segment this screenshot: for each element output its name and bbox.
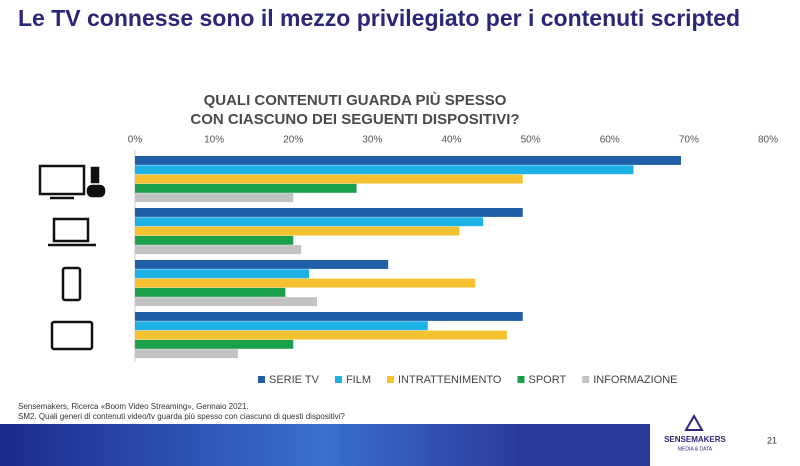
- logo-mark: [684, 413, 704, 431]
- stick-icon: [90, 166, 100, 184]
- legend-swatch: [517, 376, 525, 383]
- slide-title: Le TV connesse sono il mezzo privilegiat…: [18, 5, 740, 31]
- source-note: Sensemakers, Ricerca «Boom Video Streami…: [18, 402, 249, 411]
- legend-swatch: [387, 376, 394, 383]
- bar: [135, 269, 310, 279]
- legend-swatch: [258, 376, 265, 383]
- tablet-icon: [50, 320, 94, 351]
- x-tick-label: 40%: [441, 135, 461, 146]
- laptop-icon: [52, 217, 90, 243]
- x-tick-label: 80%: [758, 135, 778, 146]
- bar: [135, 260, 389, 269]
- page-number: 21: [767, 435, 777, 445]
- bar: [135, 226, 460, 236]
- legend-label: SPORT: [528, 374, 566, 386]
- x-tick-label: 70%: [679, 135, 699, 146]
- bar: [135, 278, 476, 288]
- logo: SENSEMAKERS: [664, 435, 726, 444]
- bar: [135, 339, 294, 349]
- bar: [135, 208, 523, 217]
- bar: [135, 349, 238, 359]
- legend-label: SERIE TV: [269, 374, 320, 386]
- tv-icon: [38, 164, 86, 196]
- question-note: SM2. Quali generi di contenuti video/tv …: [18, 412, 345, 421]
- bar: [135, 287, 286, 297]
- bar: [135, 235, 294, 245]
- legend-label: INTRATTENIMENTO: [398, 374, 502, 386]
- chart-title: CON CIASCUNO DEI SEGUENTI DISPOSITIVI?: [190, 111, 519, 128]
- bar: [135, 330, 507, 340]
- legend-label: FILM: [346, 374, 371, 386]
- x-tick-label: 60%: [600, 135, 620, 146]
- bar: [135, 174, 523, 184]
- x-tick-label: 30%: [362, 135, 382, 146]
- chart-title: QUALI CONTENUTI GUARDA PIÙ SPESSO: [204, 91, 507, 109]
- x-tick-label: 10%: [204, 135, 224, 146]
- bar: [135, 183, 357, 193]
- phone-icon: [61, 266, 82, 302]
- x-tick-label: 0%: [128, 135, 143, 146]
- x-tick-label: 50%: [521, 135, 541, 146]
- bar: [135, 165, 634, 175]
- bar: [135, 297, 317, 307]
- legend-swatch: [334, 376, 342, 383]
- bar: [135, 321, 428, 331]
- bar: [135, 156, 681, 165]
- bar: [135, 245, 302, 255]
- legend-label: INFORMAZIONE: [593, 374, 677, 386]
- bar: [135, 312, 523, 321]
- bar: [135, 217, 484, 227]
- logo-sub: MEDIA & DATA: [678, 446, 713, 452]
- bar: [135, 193, 294, 203]
- x-tick-label: 20%: [283, 135, 303, 146]
- legend-swatch: [582, 376, 590, 383]
- pad-icon: [86, 184, 106, 198]
- footer-band: [0, 424, 650, 466]
- device-icons: [38, 164, 106, 351]
